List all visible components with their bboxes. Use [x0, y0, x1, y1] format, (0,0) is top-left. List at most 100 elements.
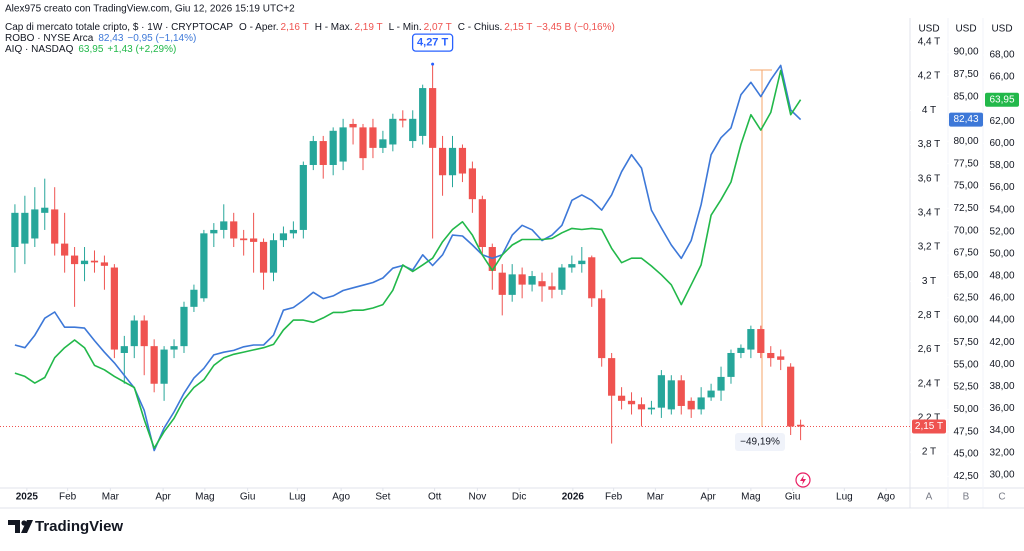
y-tick-label: 2 T [922, 447, 936, 458]
y-tick-label: 38,00 [989, 381, 1014, 392]
candle-body [339, 127, 347, 162]
y-tick-label: 46,00 [989, 293, 1014, 304]
y-tick-label: 65,00 [953, 270, 978, 281]
candle-body [608, 358, 616, 396]
candle-body [409, 118, 417, 142]
y-tick-label: 36,00 [989, 403, 1014, 414]
y-tick-label: 34,00 [989, 425, 1014, 436]
y-tick-label: 57,50 [953, 337, 978, 348]
candle-body [110, 267, 118, 350]
candle-body [51, 209, 59, 244]
axis-unit: USD [991, 24, 1012, 35]
y-tick-label: 70,00 [953, 225, 978, 236]
candle-body [657, 375, 665, 408]
candle-body [787, 366, 795, 427]
last-value-badge [985, 92, 1019, 107]
candle-body [369, 127, 377, 148]
y-tick-label: 55,00 [953, 359, 978, 370]
x-tick-label: Mar [647, 492, 665, 503]
y-tick-label: 50,00 [953, 404, 978, 415]
high-label: 4,27 T [417, 37, 448, 49]
y-tick-label: 3,8 T [918, 139, 941, 150]
legend-value: 2,16 T [281, 22, 309, 33]
x-tick-label: Apr [700, 492, 716, 503]
candle-body [627, 400, 636, 405]
candle-body [438, 147, 447, 176]
measure-box [735, 433, 785, 451]
x-tick-label: Ott [428, 492, 442, 503]
candle-body [797, 424, 805, 427]
candle-body [578, 260, 586, 265]
x-tick-label: Mag [741, 492, 760, 503]
candle-body [448, 147, 457, 176]
x-tick-label: Feb [605, 492, 623, 503]
y-tick-label: 58,00 [989, 160, 1014, 171]
candle-body [419, 88, 427, 136]
y-tick-label: 66,00 [989, 72, 1014, 83]
x-tick-label: 2026 [562, 492, 585, 503]
candle-body [259, 241, 268, 273]
y-tick-label: 85,00 [953, 91, 978, 102]
last-value-badge [949, 112, 983, 127]
last-value-label: 2,15 T [915, 421, 943, 432]
candle-body [528, 276, 536, 285]
y-tick-label: 44,00 [989, 315, 1014, 326]
candle-body [329, 130, 337, 165]
y-tick-label: 54,00 [989, 204, 1014, 215]
candle-body [309, 141, 317, 165]
y-tick-label: 40,00 [989, 359, 1014, 370]
logo: TradingView [8, 518, 123, 535]
candle-body [190, 289, 198, 307]
logo-mark [8, 520, 20, 533]
axis-name: B [963, 492, 970, 503]
y-tick-label: 30,00 [989, 469, 1014, 480]
x-tick-label: Mar [102, 492, 120, 503]
legend-field: C - Chius. [458, 22, 502, 33]
candle-body [289, 229, 297, 234]
candle-body [637, 404, 646, 410]
x-tick-label: Feb [59, 492, 77, 503]
series-line [14, 69, 802, 449]
y-tick-label: 4,4 T [918, 37, 941, 48]
x-tick-label: Giu [785, 492, 801, 503]
candle-body [687, 400, 695, 410]
x-tick-label: Mag [195, 492, 214, 503]
y-tick-label: 68,00 [989, 50, 1014, 61]
legend-change: −3,45 B (−0,16%) [536, 22, 614, 33]
candle-body [558, 267, 566, 290]
y-tick-label: 67,50 [953, 248, 978, 259]
candle-body [180, 306, 188, 347]
event-icon-bolt [800, 475, 806, 485]
x-tick-label: 2025 [16, 492, 39, 503]
candle-body [538, 281, 546, 287]
y-tick-label: 90,00 [953, 47, 978, 58]
candle-body [568, 264, 576, 268]
y-tick-label: 62,00 [989, 116, 1014, 127]
candle-body [468, 168, 477, 200]
y-tick-label: 2,2 T [918, 413, 941, 424]
y-tick-label: 62,50 [953, 292, 978, 303]
candle-body [399, 118, 407, 121]
y-tick-label: 42,50 [953, 471, 978, 482]
y-tick-label: 72,50 [953, 203, 978, 214]
watermark: Alex975 creato con TradingView.com, Giu … [5, 4, 295, 15]
candle-body [359, 127, 367, 159]
x-tick-label: Dic [512, 492, 526, 503]
candle-body [518, 274, 526, 285]
legend-value: 2,15 T [504, 22, 532, 33]
high-label-box [411, 33, 454, 52]
candle-body [279, 233, 288, 241]
legend-field: L - Min. [389, 22, 422, 33]
candle-body [458, 147, 467, 174]
candle-body [598, 298, 606, 359]
candle-body [349, 123, 357, 128]
y-tick-label: 47,50 [953, 426, 978, 437]
candle-body [41, 207, 49, 213]
y-tick-label: 2,4 T [918, 378, 941, 389]
y-tick-label: 3,2 T [918, 242, 941, 253]
last-value-badge [912, 419, 946, 434]
high-marker [431, 62, 435, 66]
logo-text: TradingView [35, 518, 123, 535]
